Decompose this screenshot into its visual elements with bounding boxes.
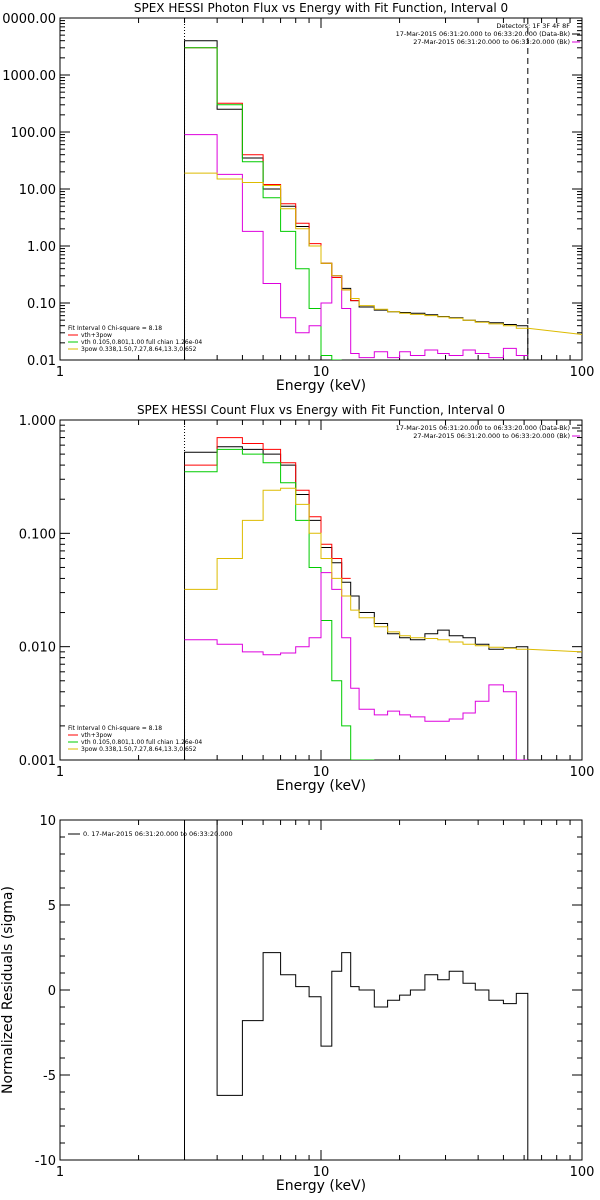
x-axis-label: Energy (keV) [276, 778, 366, 794]
series-1-line [184, 820, 529, 1160]
x-tick-label: 100 [570, 765, 595, 780]
chart-title: SPEX HESSI Count Flux vs Energy with Fit… [137, 403, 505, 417]
plot-area [184, 40, 582, 360]
series-3-line [184, 47, 342, 360]
series-2-line [184, 47, 360, 302]
x-tick-label: 10 [313, 1165, 330, 1180]
legend-bottom-text: vth 0.105,0.801,1.00 full chian 1.26e-04 [81, 739, 202, 746]
y-tick-label: 0.01 [27, 354, 56, 369]
x-axis-label: Energy (keV) [276, 378, 366, 394]
y-tick-label: -10 [35, 1154, 56, 1169]
y-tick-label: 0 [48, 984, 56, 999]
series-3-line [184, 448, 375, 760]
y-tick-label: 10 [39, 814, 56, 829]
chart-panel-1: SPEX HESSI Photon Flux vs Energy with Fi… [2, 1, 594, 394]
legend-top-text: 17-Mar-2015 06:31:20.000 to 06:33:20.000… [396, 424, 570, 432]
y-tick-label: 5 [48, 899, 56, 914]
fit-curve [527, 327, 582, 336]
legend-top-text: 0. 17-Mar-2015 06:31:20.000 to 06:33:20.… [83, 830, 233, 838]
x-axis-label: Energy (keV) [276, 1178, 366, 1194]
x-tick-label: 100 [570, 365, 595, 380]
y-axis-label: Normalized Residuals (sigma) [0, 886, 16, 1094]
series-2-line [184, 437, 351, 579]
fit-curve [527, 648, 582, 653]
y-tick-label: 10.00 [19, 183, 56, 198]
legend-top-text: 17-Mar-2015 06:31:20.000 to 06:33:20.000… [396, 30, 570, 38]
legend-bottom-text: 3pow 0.338,1.50,7.27,8.64,13.3,0.652 [81, 746, 197, 753]
legend-bottom-text: 3pow 0.338,1.50,7.27,8.64,13.3,0.652 [81, 346, 197, 353]
legend-top-text: 27-Mar-2015 06:31:20.000 to 06:33:20.000… [413, 38, 570, 46]
series-1-line [184, 40, 529, 360]
x-tick-label: 100 [570, 1165, 595, 1180]
legend-bottom-text: Fit Interval 0 Chi-square = 8.18 [68, 725, 162, 732]
series-5-line [184, 172, 528, 329]
x-tick-label: 1 [56, 1165, 64, 1180]
y-tick-label: 0.010 [19, 641, 56, 656]
legend-top-text: 27-Mar-2015 06:31:20.000 to 06:33:20.000… [413, 432, 570, 440]
series-1-line [184, 446, 529, 760]
plot-frame [59, 819, 583, 1161]
series-5-line [184, 487, 528, 650]
legend-bottom-text: vth+3pow [81, 332, 112, 339]
chart-title: SPEX HESSI Photon Flux vs Energy with Fi… [134, 1, 508, 15]
y-tick-label: 1.00 [27, 240, 56, 255]
chart-panel-2: SPEX HESSI Count Flux vs Energy with Fit… [19, 403, 595, 794]
legend-bottom-text: vth 0.105,0.801,1.00 full chian 1.26e-04 [81, 339, 202, 346]
x-tick-label: 1 [56, 765, 64, 780]
y-tick-label: 0000.00 [2, 12, 56, 27]
series-4-line [184, 572, 528, 760]
y-tick-label: 100.00 [11, 126, 57, 141]
plot-area [184, 437, 582, 760]
x-tick-label: 10 [313, 365, 330, 380]
series-4-line [184, 134, 528, 359]
x-tick-label: 10 [313, 765, 330, 780]
plot-area [184, 820, 529, 1160]
y-tick-label: -5 [43, 1069, 56, 1084]
y-tick-label: 1.000 [19, 414, 56, 429]
chart-panel-3: 1 10 100 Energy (keV) -10 -5 0 5 10 Normalized Re… [0, 814, 594, 1194]
legend-bottom-text: Fit Interval 0 Chi-square = 8.18 [68, 325, 162, 332]
y-tick-label: 0.001 [19, 754, 56, 769]
x-tick-label: 1 [56, 365, 64, 380]
legend-bottom-text: vth+3pow [81, 732, 112, 739]
legend-top-text: Detectors: 1F 3F 4F 8F [496, 22, 570, 30]
y-tick-label: 0.10 [27, 297, 56, 312]
y-tick-label: 0.100 [19, 527, 56, 542]
y-tick-label: 1000.00 [2, 69, 56, 84]
